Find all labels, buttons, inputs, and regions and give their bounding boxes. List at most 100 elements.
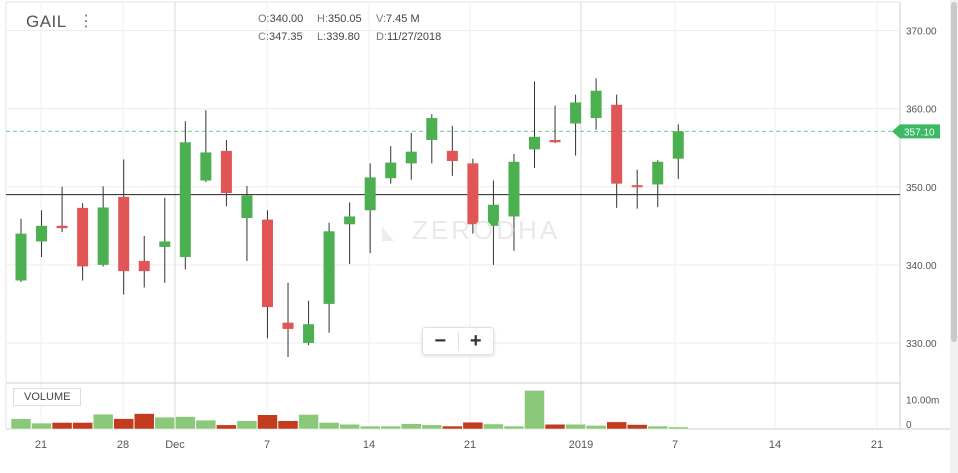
candle-body bbox=[36, 225, 48, 242]
low-value: 339.80 bbox=[326, 31, 360, 43]
open-value: 340.00 bbox=[269, 13, 304, 25]
volume-bar bbox=[31, 422, 52, 430]
candle-body bbox=[426, 118, 438, 140]
x-tick-label: 14 bbox=[769, 439, 781, 451]
candle-body bbox=[200, 152, 212, 181]
y-tick-label: 350.00 bbox=[906, 183, 937, 194]
volume-value: 7.45 M bbox=[386, 13, 420, 25]
y-tick-label: 340.00 bbox=[906, 261, 937, 272]
candle-body bbox=[303, 324, 315, 343]
volume-bar bbox=[133, 413, 155, 430]
plus-icon: + bbox=[469, 329, 482, 352]
x-tick-label: 14 bbox=[363, 439, 375, 451]
volume-bar bbox=[380, 425, 401, 430]
volume-bar bbox=[421, 424, 443, 430]
volume-bar bbox=[359, 425, 381, 430]
candle-body bbox=[631, 185, 643, 188]
volume-bar bbox=[401, 423, 422, 430]
candle-body bbox=[138, 260, 150, 272]
ohlc-volume: V:7.45 M bbox=[376, 13, 420, 25]
x-tick-label: 21 bbox=[871, 439, 883, 451]
zerodha-watermark: ZERODHA bbox=[382, 215, 560, 246]
candle-body bbox=[344, 216, 356, 225]
candle-body bbox=[77, 207, 89, 267]
date-value: 11/27/2018 bbox=[387, 31, 442, 43]
volume-bar bbox=[647, 425, 668, 430]
candle-body bbox=[652, 161, 664, 185]
watermark-text: ZERODHA bbox=[412, 215, 561, 245]
volume-bar bbox=[195, 419, 217, 430]
volume-label-ohlc: V: bbox=[376, 13, 386, 25]
date-label: D: bbox=[376, 31, 387, 43]
candle-body bbox=[385, 162, 397, 179]
candle-body bbox=[282, 322, 294, 329]
x-tick-label: 28 bbox=[117, 439, 129, 451]
candle-body bbox=[15, 233, 27, 281]
candle-body bbox=[56, 225, 68, 229]
volume-bar bbox=[606, 421, 627, 430]
volume-bar bbox=[483, 423, 504, 430]
volume-bar bbox=[236, 420, 258, 430]
candle-body bbox=[323, 231, 335, 304]
volume-bar bbox=[626, 424, 648, 430]
last-price-badge bbox=[892, 124, 940, 139]
candle-body bbox=[529, 136, 540, 150]
candle-body bbox=[179, 142, 191, 258]
ohlc-open: O:340.00 bbox=[258, 13, 303, 25]
low-label: L: bbox=[317, 31, 327, 43]
x-tick-label: 7 bbox=[672, 439, 678, 451]
plot-area bbox=[5, 1, 901, 430]
volume-bar bbox=[113, 418, 134, 430]
volume-bar bbox=[462, 421, 484, 430]
close-label: C: bbox=[258, 31, 269, 43]
candle-body bbox=[590, 90, 602, 119]
scrollbar-thumb[interactable] bbox=[951, 2, 957, 342]
more-vertical-icon[interactable]: ⋮ bbox=[78, 13, 94, 30]
volume-bar bbox=[565, 424, 586, 430]
candle-body bbox=[159, 241, 171, 247]
volume-tick-label: 10.00m bbox=[906, 395, 939, 406]
candle-body bbox=[220, 150, 232, 194]
zoom-out-button[interactable]: − bbox=[423, 328, 458, 354]
y-tick-label: 360.00 bbox=[906, 105, 937, 116]
candle-body bbox=[549, 139, 561, 143]
volume-bar bbox=[442, 425, 463, 430]
volume-bar bbox=[318, 422, 340, 430]
volume-bar bbox=[216, 424, 237, 430]
ohlc-close: C:347.35 bbox=[258, 31, 303, 43]
page-scrollbar[interactable] bbox=[950, 0, 958, 473]
volume-bar bbox=[92, 413, 114, 430]
candle-body bbox=[405, 151, 417, 164]
volume-bar bbox=[544, 424, 566, 430]
last-price-label: 357.10 bbox=[904, 127, 935, 138]
zoom-control: − + bbox=[422, 327, 494, 355]
zoom-divider bbox=[457, 332, 459, 350]
volume-bar bbox=[298, 414, 319, 430]
close-value: 347.35 bbox=[269, 31, 303, 43]
x-tick-label: 2019 bbox=[569, 439, 593, 451]
instrument-symbol: GAIL bbox=[26, 12, 67, 31]
candle-body bbox=[611, 104, 623, 184]
volume-bar bbox=[277, 420, 299, 430]
volume-bar bbox=[524, 390, 545, 430]
y-tick-label: 330.00 bbox=[906, 339, 937, 350]
ohlc-date: D:11/27/2018 bbox=[376, 31, 441, 43]
candle-body bbox=[364, 177, 376, 211]
minus-icon: − bbox=[434, 329, 447, 352]
ohlc-low: L:339.80 bbox=[317, 31, 360, 43]
candle-body bbox=[118, 196, 130, 272]
x-tick-label: 7 bbox=[264, 439, 270, 451]
high-label: H: bbox=[317, 13, 328, 25]
volume-bar bbox=[585, 425, 607, 430]
candle-body bbox=[241, 195, 253, 219]
volume-study-label[interactable]: VOLUME bbox=[13, 388, 82, 406]
y-tick-label: 370.00 bbox=[906, 27, 937, 38]
volume-tick-label: 0 bbox=[906, 420, 912, 431]
open-label: O: bbox=[258, 13, 270, 25]
zerodha-logo-icon bbox=[382, 219, 404, 241]
volume-bar bbox=[51, 422, 73, 430]
high-value: 350.05 bbox=[328, 13, 362, 25]
zoom-in-button[interactable]: + bbox=[459, 328, 494, 354]
volume-bar bbox=[154, 416, 176, 430]
